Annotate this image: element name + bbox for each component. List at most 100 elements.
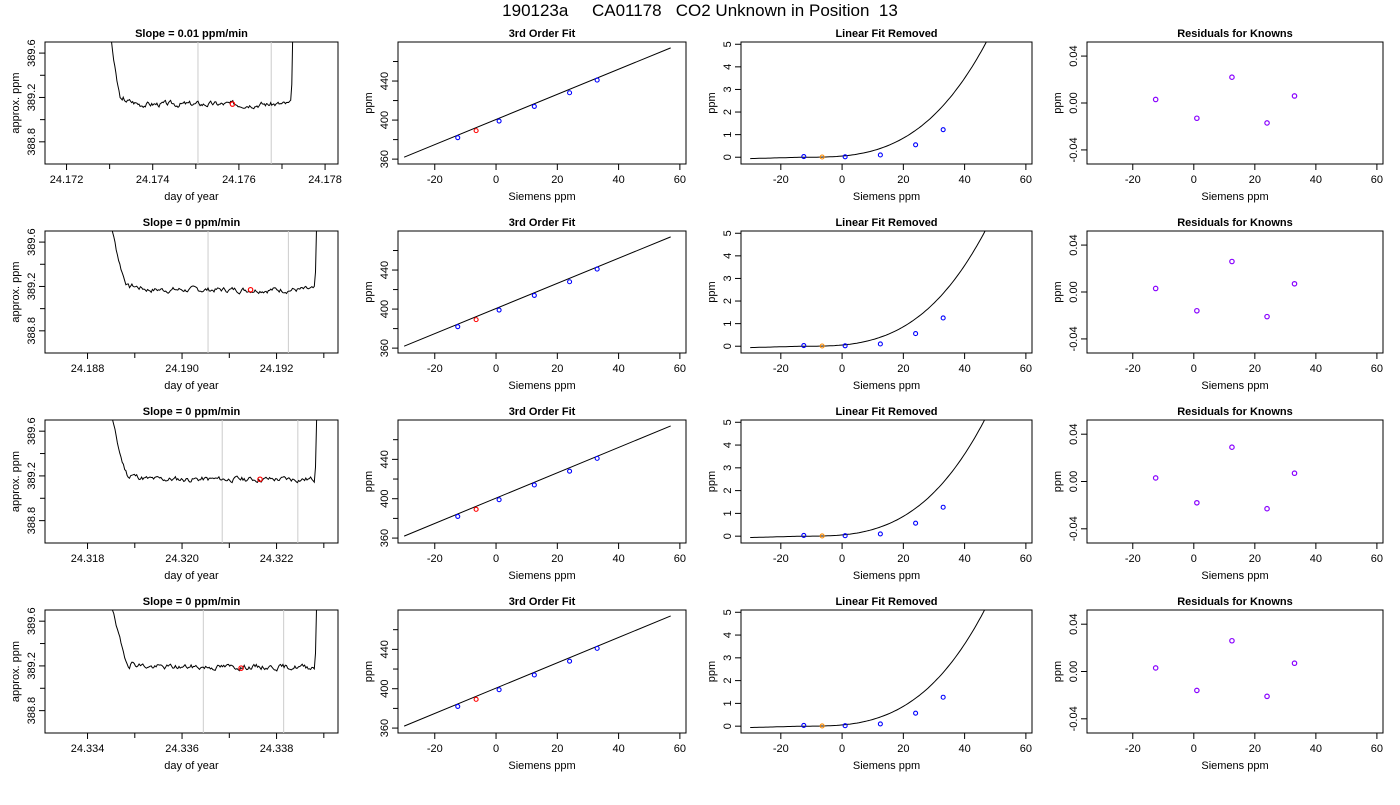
known-point bbox=[594, 77, 600, 83]
panel-title: Slope = 0.01 ppm/min bbox=[135, 28, 248, 40]
plot-area bbox=[1152, 444, 1298, 512]
y-tick-label: 400 bbox=[379, 111, 391, 129]
panel-linear-removed: Linear Fit Removed -20 0 20 40 60 0 1 2 3 4 5 Siemen… bbox=[706, 28, 1033, 203]
known-point bbox=[913, 710, 919, 716]
residual-point bbox=[1291, 280, 1298, 287]
x-tick-label: 60 bbox=[1371, 174, 1383, 186]
panel-title: 3rd Order Fit bbox=[509, 28, 576, 40]
known-point bbox=[496, 497, 502, 503]
x-tick-label: 60 bbox=[1371, 363, 1383, 375]
known-point bbox=[455, 324, 461, 330]
plot-frame bbox=[44, 419, 339, 544]
plot-frame bbox=[44, 609, 339, 734]
plot-frame bbox=[1086, 419, 1384, 544]
y-tick-label: 0 bbox=[722, 343, 734, 349]
x-tick-label: 0 bbox=[1191, 174, 1197, 186]
y-tick-label: 0.04 bbox=[1068, 234, 1080, 255]
residual-point bbox=[1194, 499, 1200, 506]
x-tick-label: 40 bbox=[1310, 363, 1322, 375]
residual-point bbox=[1291, 470, 1298, 477]
y-tick-label: 5 bbox=[722, 41, 734, 47]
x-tick-label: 24.190 bbox=[165, 363, 199, 375]
y-axis-label: approx. ppm bbox=[10, 72, 22, 133]
known-point bbox=[801, 153, 807, 160]
x-tick-label: 60 bbox=[674, 553, 686, 565]
residual-curve bbox=[750, 610, 986, 728]
x-tick-label: -20 bbox=[427, 363, 443, 375]
x-tick-label: 40 bbox=[958, 743, 970, 755]
y-tick-label: 2 bbox=[722, 298, 734, 304]
unknown-marker bbox=[229, 101, 236, 107]
panel-title: Slope = 0 ppm/min bbox=[143, 217, 241, 229]
y-tick-label: 389.6 bbox=[26, 417, 38, 445]
panel-title: Linear Fit Removed bbox=[835, 596, 937, 608]
x-tick-label: 60 bbox=[1371, 743, 1383, 755]
y-axis-label: ppm bbox=[363, 471, 375, 492]
plot-area bbox=[111, 610, 317, 733]
plot-area bbox=[403, 236, 671, 347]
x-axis-label: Siemens ppm bbox=[853, 570, 920, 582]
panel-title: Slope = 0 ppm/min bbox=[143, 596, 241, 608]
residual-point bbox=[1291, 93, 1298, 99]
known-point bbox=[567, 658, 573, 664]
panel-title: Residuals for Knowns bbox=[1177, 28, 1293, 40]
x-axis-label: day of year bbox=[164, 380, 219, 392]
y-tick-label: 360 bbox=[379, 529, 391, 547]
y-axis-label: ppm bbox=[706, 661, 718, 682]
known-point bbox=[594, 266, 600, 272]
x-axis-label: day of year bbox=[164, 760, 219, 772]
unknown-point bbox=[473, 696, 479, 702]
y-axis-label: ppm bbox=[363, 281, 375, 302]
x-tick-label: 60 bbox=[1020, 174, 1032, 186]
known-point bbox=[567, 90, 573, 96]
x-tick-label: 60 bbox=[1020, 553, 1032, 565]
residual-point bbox=[1229, 258, 1235, 265]
x-tick-label: 0 bbox=[839, 174, 845, 186]
y-tick-label: 3 bbox=[722, 655, 734, 661]
panel-title: 3rd Order Fit bbox=[509, 217, 576, 229]
y-tick-label: 0 bbox=[722, 154, 734, 160]
x-tick-label: 40 bbox=[612, 743, 624, 755]
y-tick-label: 440 bbox=[379, 72, 391, 90]
panel-trace: Slope = 0 ppm/min 24.318 24.320 24.322 388.8… bbox=[10, 406, 339, 582]
residual-point bbox=[1152, 665, 1159, 671]
panel-title: Residuals for Knowns bbox=[1177, 217, 1293, 229]
unknown-marker bbox=[238, 665, 244, 671]
y-tick-label: 3 bbox=[722, 275, 734, 281]
x-tick-label: 60 bbox=[674, 363, 686, 375]
x-axis-label: day of year bbox=[164, 570, 219, 582]
y-axis-label: approx. ppm bbox=[10, 451, 22, 512]
y-tick-label: 440 bbox=[379, 261, 391, 279]
residual-point bbox=[1194, 307, 1200, 314]
residual-point bbox=[1264, 313, 1270, 320]
y-tick-label: 389.6 bbox=[26, 228, 38, 256]
x-tick-label: 60 bbox=[1020, 363, 1032, 375]
y-tick-label: 0.04 bbox=[1068, 45, 1080, 66]
y-tick-label: 389.2 bbox=[26, 273, 38, 301]
residual-point bbox=[1291, 660, 1298, 667]
plot-area bbox=[403, 425, 671, 537]
y-tick-label: 389.6 bbox=[26, 607, 38, 635]
known-point bbox=[496, 118, 502, 124]
y-tick-label: 4 bbox=[722, 442, 734, 448]
plot-area bbox=[750, 420, 986, 539]
residual-point bbox=[1194, 115, 1200, 122]
x-tick-label: 40 bbox=[958, 553, 970, 565]
x-tick-label: -20 bbox=[773, 363, 789, 375]
panel-residuals: Residuals for Knowns -20 0 20 40 60 -0.04 0.00 0… bbox=[1052, 596, 1384, 772]
x-tick-label: -20 bbox=[427, 553, 443, 565]
known-point bbox=[842, 533, 848, 539]
known-point bbox=[801, 342, 807, 349]
unknown-point bbox=[819, 533, 825, 539]
x-axis-label: Siemens ppm bbox=[1201, 570, 1268, 582]
panel-title: 3rd Order Fit bbox=[509, 406, 576, 418]
unknown-point bbox=[473, 506, 479, 512]
plot-frame bbox=[44, 41, 339, 165]
y-tick-label: 389.2 bbox=[26, 84, 38, 112]
y-axis-label: ppm bbox=[1052, 661, 1064, 682]
plot-area bbox=[1152, 74, 1298, 126]
known-point bbox=[455, 513, 461, 519]
panel-trace: Slope = 0 ppm/min 24.334 24.336 24.338 388.8… bbox=[10, 596, 339, 772]
panel-title: 3rd Order Fit bbox=[509, 596, 576, 608]
